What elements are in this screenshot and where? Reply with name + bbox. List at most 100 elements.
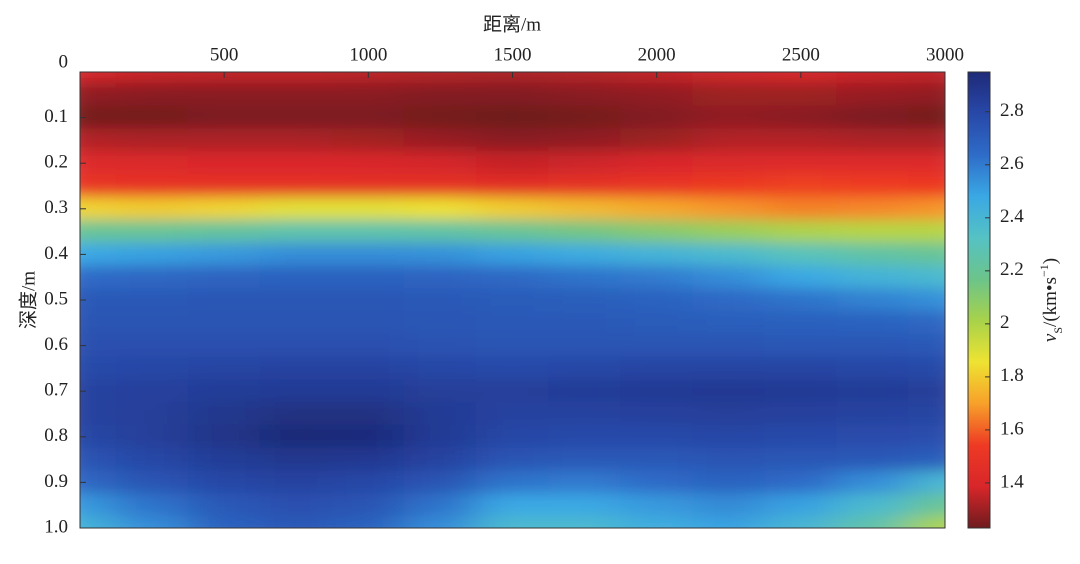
heatmap-cell xyxy=(764,105,838,130)
heatmap-cell xyxy=(836,333,910,358)
heatmap-cell xyxy=(331,424,405,449)
heatmap-cell xyxy=(80,265,117,290)
heatmap-cell xyxy=(80,447,117,472)
heatmap-cell xyxy=(80,82,117,107)
heatmap-cell xyxy=(187,310,261,335)
heatmap-cell xyxy=(475,105,550,130)
heatmap-cell xyxy=(80,310,117,335)
heatmap-cell xyxy=(764,356,838,381)
heatmap-cell xyxy=(475,310,550,335)
heatmap-cell xyxy=(475,82,550,107)
heatmap-cell xyxy=(548,265,622,290)
heatmap-cell xyxy=(403,379,477,404)
heatmap-cell xyxy=(115,310,189,335)
colorbar-label-part: −1 xyxy=(1037,264,1051,277)
heatmap-cell xyxy=(836,82,910,107)
heatmap-cell xyxy=(403,72,477,84)
heatmap-cell xyxy=(620,447,694,472)
heatmap-cell xyxy=(403,402,477,426)
heatmap-cell xyxy=(115,402,189,426)
heatmap-cell xyxy=(475,447,550,472)
heatmap-cell xyxy=(331,174,405,198)
heatmap-cell xyxy=(331,470,405,495)
heatmap-cell xyxy=(403,470,477,495)
heatmap-cell xyxy=(548,151,622,176)
heatmap-cell xyxy=(259,447,333,472)
heatmap-cell xyxy=(475,333,550,358)
heatmap-cell xyxy=(548,379,622,404)
heatmap-cell xyxy=(836,151,910,176)
heatmap-cell xyxy=(548,424,622,449)
x-tick-label: 2500 xyxy=(782,44,820,65)
heatmap-cell xyxy=(115,196,189,221)
heatmap-cell xyxy=(908,333,945,358)
heatmap-cell xyxy=(259,219,333,244)
heatmap-cell xyxy=(548,105,622,130)
heatmap-cell xyxy=(80,196,117,221)
heatmap-cell xyxy=(115,72,189,84)
heatmap-cell xyxy=(548,242,622,267)
heatmap-cell xyxy=(475,493,550,518)
heatmap-cell xyxy=(115,242,189,267)
heatmap-cell xyxy=(259,470,333,495)
heatmap-cell xyxy=(836,265,910,290)
heatmap-cell xyxy=(620,265,694,290)
colorbar-label-part: S xyxy=(1051,327,1065,334)
heatmap-cell xyxy=(115,82,189,107)
heatmap-cell xyxy=(403,105,477,130)
heatmap-cell xyxy=(764,265,838,290)
heatmap-cell xyxy=(908,447,945,472)
heatmap-cell xyxy=(187,151,261,176)
y-axis-label: 深度/m xyxy=(17,271,39,329)
heatmap-cell xyxy=(908,242,945,267)
heatmap-cell xyxy=(836,470,910,495)
heatmap-cell xyxy=(187,105,261,130)
heatmap-cell xyxy=(548,493,622,518)
colorbar-tick-label: 1.6 xyxy=(1000,418,1024,439)
heatmap-cell xyxy=(764,82,838,107)
heatmap-cell xyxy=(403,333,477,358)
heatmap-cell xyxy=(548,333,622,358)
heatmap-cell xyxy=(187,516,261,528)
heatmap-cell xyxy=(908,288,945,312)
heatmap-cell xyxy=(331,402,405,426)
heatmap-cell xyxy=(403,151,477,176)
heatmap-cell xyxy=(548,72,622,84)
heatmap-cell xyxy=(259,288,333,312)
heatmap-cell xyxy=(80,242,117,267)
heatmap-cell xyxy=(187,424,261,449)
heatmap-cell xyxy=(836,424,910,449)
heatmap-cell xyxy=(475,379,550,404)
colorbar-tick-label: 2.8 xyxy=(1000,100,1024,121)
y-tick-label: 0.5 xyxy=(44,288,68,309)
heatmap-cell xyxy=(548,470,622,495)
heatmap-cell xyxy=(403,128,477,153)
y-tick-label: 0.2 xyxy=(44,152,68,173)
heatmap-cell xyxy=(115,333,189,358)
colorbar-label-part: /(km•s xyxy=(1040,277,1061,327)
heatmap-cell xyxy=(475,196,550,221)
heatmap-cell xyxy=(259,105,333,130)
heatmap-cell xyxy=(836,288,910,312)
heatmap-cell xyxy=(692,493,766,518)
x-tick-label: 1500 xyxy=(494,44,532,65)
heatmap-cell xyxy=(836,128,910,153)
y-tick-label: 0.6 xyxy=(44,334,68,355)
y-tick-label: 0.1 xyxy=(44,106,68,127)
heatmap-cell xyxy=(259,72,333,84)
heatmap-cell xyxy=(259,402,333,426)
heatmap-cell xyxy=(908,105,945,130)
heatmap-cell xyxy=(836,219,910,244)
heatmap-cell xyxy=(475,174,550,198)
heatmap-cell xyxy=(620,288,694,312)
heatmap-cell xyxy=(403,424,477,449)
heatmap-cell xyxy=(403,447,477,472)
heatmap-cell xyxy=(764,333,838,358)
heatmap-cell xyxy=(259,242,333,267)
heatmap-cell xyxy=(187,219,261,244)
x-tick-label: 2000 xyxy=(638,44,676,65)
heatmap-cell xyxy=(187,493,261,518)
heatmap-cell xyxy=(548,402,622,426)
heatmap-cell xyxy=(403,310,477,335)
heatmap-cell xyxy=(259,265,333,290)
